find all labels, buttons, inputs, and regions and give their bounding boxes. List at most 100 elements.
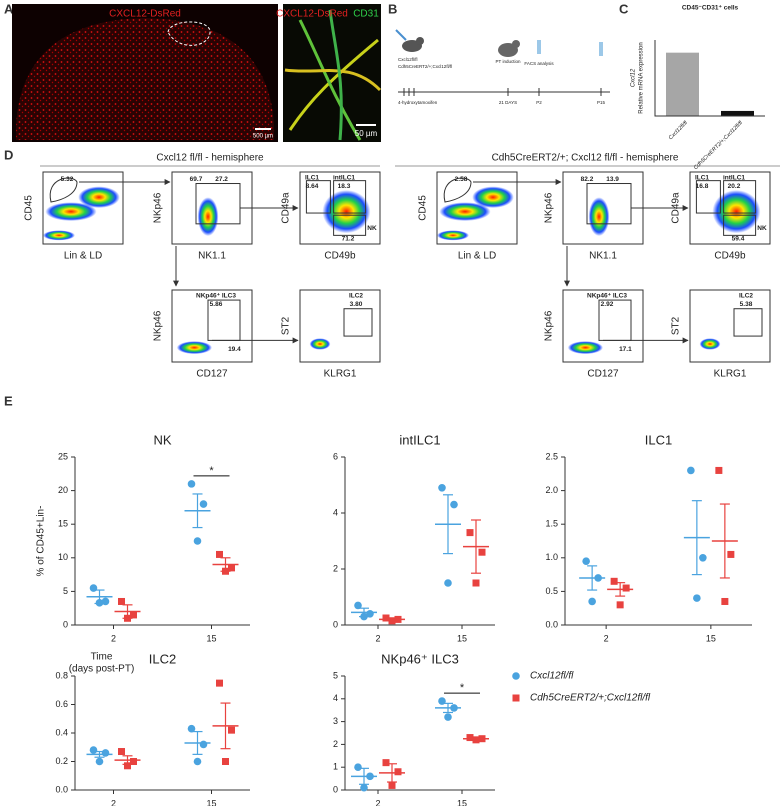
gate-label: 2.92 bbox=[601, 301, 614, 308]
y-tick-label: 2.0 bbox=[545, 485, 558, 495]
chart-title: NK bbox=[153, 432, 171, 447]
flow-density bbox=[43, 230, 75, 241]
x-tick-label: 2 bbox=[111, 798, 116, 806]
x-axis-label: Time bbox=[91, 652, 113, 663]
gate-label: 20.2 bbox=[728, 183, 741, 190]
data-point bbox=[187, 724, 196, 733]
data-point bbox=[478, 548, 486, 556]
flow-x-label: NK1.1 bbox=[589, 251, 617, 262]
x-axis-label: (days post-PT) bbox=[69, 664, 135, 675]
flow-y-label: NKp46 bbox=[544, 310, 555, 341]
legend-label: Cxcl12fl/fl bbox=[530, 671, 574, 682]
flow-density bbox=[472, 186, 514, 208]
flow-density bbox=[437, 230, 469, 241]
flow-x-label: CD49b bbox=[714, 251, 746, 262]
gate-label: 69.7 bbox=[190, 176, 203, 183]
data-point bbox=[721, 597, 729, 605]
panel-label: E bbox=[4, 393, 13, 408]
gate-label: 2.58 bbox=[455, 176, 468, 183]
y-tick-label: 0.4 bbox=[55, 727, 68, 737]
data-point bbox=[610, 577, 618, 585]
data-point bbox=[472, 579, 480, 587]
data-point bbox=[89, 746, 98, 754]
scale-bar bbox=[255, 128, 271, 130]
data-point bbox=[588, 597, 596, 606]
data-point bbox=[193, 537, 202, 545]
data-point bbox=[699, 554, 707, 562]
schematic-text: FACS analysis bbox=[524, 61, 554, 66]
data-point bbox=[616, 601, 624, 609]
data-point bbox=[438, 484, 446, 492]
x-tick-label: 15 bbox=[206, 798, 216, 806]
gate-label: 5.86 bbox=[210, 301, 223, 308]
y-tick-label: 0.2 bbox=[55, 756, 68, 766]
schematic bbox=[395, 29, 610, 96]
gate bbox=[733, 308, 763, 337]
data-point bbox=[199, 500, 208, 508]
y-tick-label: 0.6 bbox=[55, 699, 68, 709]
significance-label: * bbox=[209, 465, 214, 477]
data-point bbox=[466, 529, 474, 537]
y-tick-label: 4 bbox=[333, 693, 338, 703]
flow-x-label: KLRG1 bbox=[714, 369, 747, 380]
gate-label: 16.8 bbox=[696, 183, 709, 190]
flow-density bbox=[197, 197, 219, 237]
bar bbox=[721, 110, 754, 116]
y-tick-label: 0 bbox=[333, 784, 338, 794]
gate bbox=[443, 177, 472, 203]
flow-y-label: NKp46 bbox=[544, 192, 555, 223]
data-point bbox=[95, 757, 104, 766]
data-point bbox=[622, 584, 630, 592]
y-tick-label: 0.0 bbox=[545, 619, 558, 629]
image-label: CXCL12-DsRed bbox=[109, 9, 181, 20]
x-tick-label: 2 bbox=[375, 798, 380, 806]
data-point bbox=[193, 757, 202, 766]
gate-label: 82.2 bbox=[581, 176, 594, 183]
group-title: Cxcl12 fl/fl - hemisphere bbox=[156, 153, 264, 164]
data-point bbox=[354, 601, 362, 610]
data-point bbox=[222, 758, 229, 765]
data-point bbox=[450, 500, 458, 509]
y-axis-label: % of CD45+Lin- bbox=[36, 506, 47, 577]
y-tick-label: 2 bbox=[333, 739, 338, 749]
data-point bbox=[444, 579, 452, 587]
gate-label: intILC1 bbox=[333, 174, 355, 181]
flow-x-label: Lin & LD bbox=[458, 251, 496, 262]
chart-title: NKp46⁺ ILC3 bbox=[381, 651, 459, 666]
panel-label: B bbox=[388, 1, 397, 16]
gate-label: ILC1 bbox=[305, 174, 319, 181]
data-point bbox=[118, 748, 125, 756]
data-point bbox=[394, 768, 402, 776]
axis bbox=[654, 40, 765, 117]
gate bbox=[195, 183, 241, 225]
schematic-text: P15 bbox=[597, 100, 606, 105]
data-point bbox=[228, 726, 235, 734]
x-tick-label: 2 bbox=[604, 633, 609, 643]
data-point bbox=[228, 564, 235, 572]
gate-label: intILC1 bbox=[723, 174, 745, 181]
y-tick-label: 1 bbox=[333, 762, 338, 772]
chart-title: intILC1 bbox=[399, 432, 440, 447]
data-point bbox=[444, 713, 452, 721]
gate bbox=[695, 180, 721, 214]
schematic-text: P2 bbox=[536, 100, 542, 105]
gate bbox=[586, 183, 632, 225]
image-label: CXCL12-DsRed bbox=[276, 9, 348, 20]
data-point bbox=[216, 679, 223, 687]
image-label: CD31 bbox=[353, 9, 379, 20]
y-tick-label: 10 bbox=[58, 552, 68, 562]
y-tick-label: 5 bbox=[333, 670, 338, 680]
flow-density bbox=[309, 338, 331, 350]
gate-label: 3.80 bbox=[350, 301, 363, 308]
data-point bbox=[118, 597, 125, 605]
gate-label: ILC2 bbox=[349, 292, 363, 299]
gate-label: 71.2 bbox=[342, 236, 355, 243]
scale-label: 50 µm bbox=[355, 129, 378, 138]
gate-label: NKp46⁺ ILC3 bbox=[196, 292, 236, 299]
y-tick-label: 3 bbox=[333, 716, 338, 726]
data-point bbox=[388, 781, 396, 789]
flow-plot bbox=[689, 289, 771, 363]
x-tick-label: 15 bbox=[206, 633, 216, 643]
x-tick-label: 2 bbox=[375, 633, 380, 643]
